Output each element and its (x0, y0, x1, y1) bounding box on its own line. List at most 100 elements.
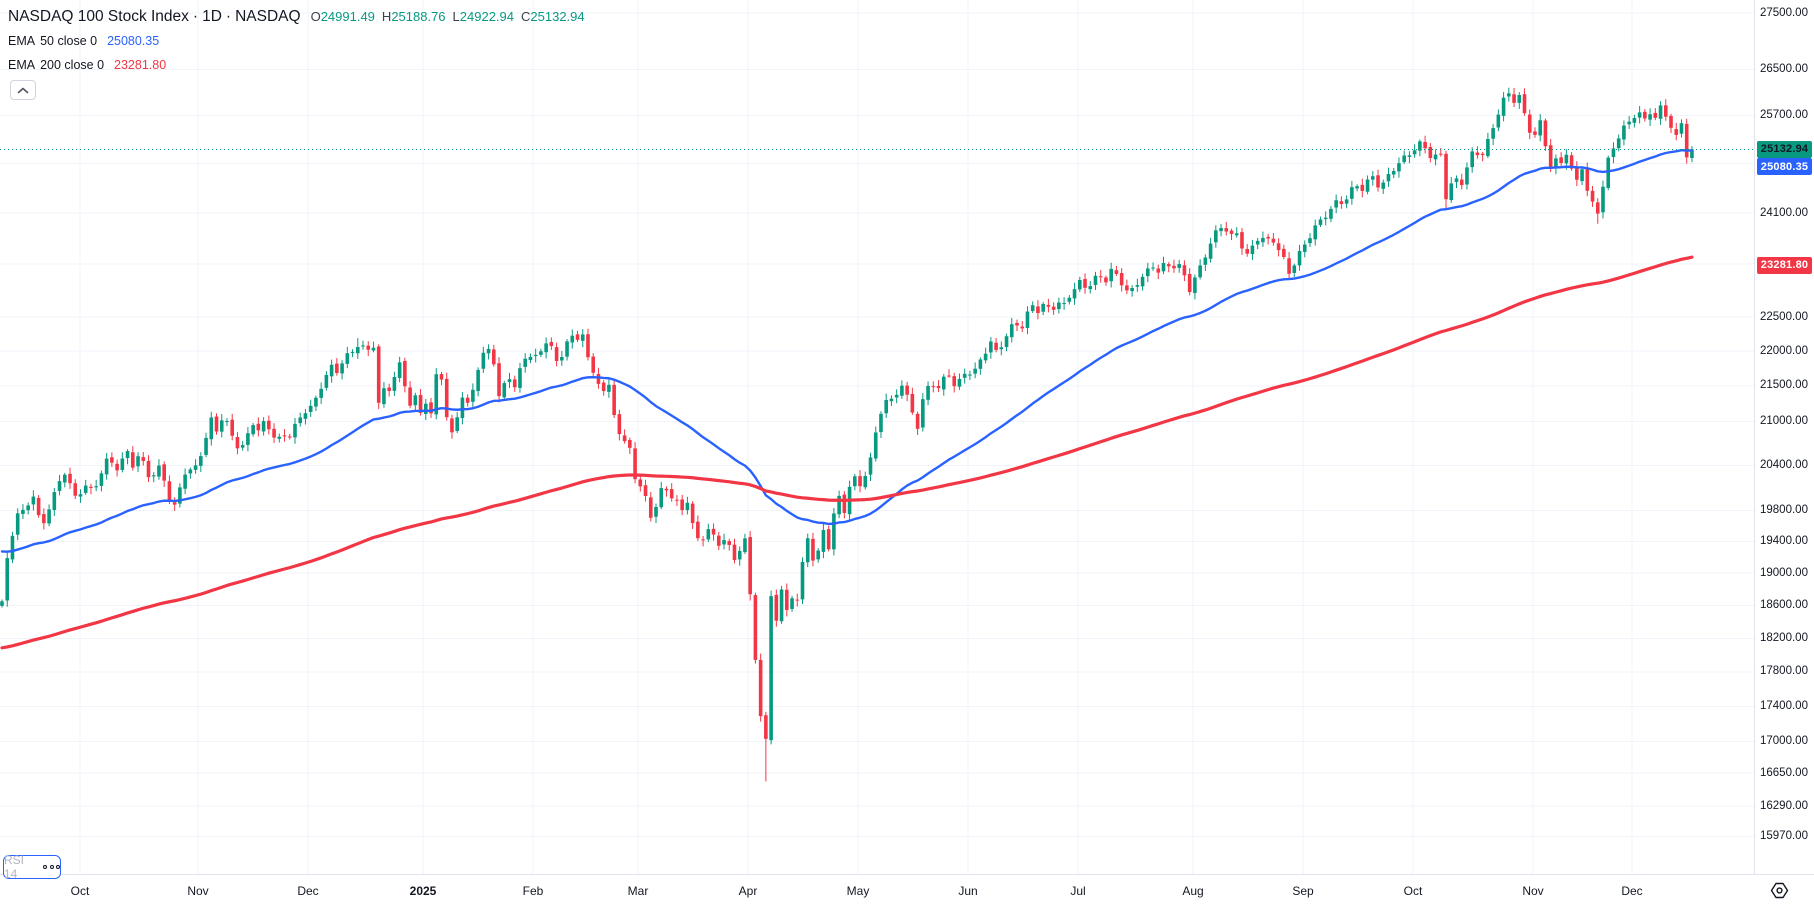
time-axis[interactable]: Oct Nov Dec 2025 Feb Mar Apr May Jun Jul Aug Sep Oct… (0, 874, 1814, 909)
candle-body (1051, 306, 1056, 310)
candle-body (1632, 117, 1637, 123)
collapse-legend-button[interactable] (10, 80, 36, 100)
candle-body (1507, 93, 1511, 97)
candle-body (863, 476, 868, 488)
candle-body (340, 363, 344, 374)
rsi-indicator-pane-collapsed[interactable]: RSI 14 (3, 853, 61, 881)
candle-body (1470, 151, 1474, 168)
candle-body (675, 499, 679, 501)
candle-body (1444, 153, 1448, 200)
candle-body (1501, 97, 1506, 116)
candle-body (293, 423, 297, 438)
candle-body (1323, 217, 1328, 220)
candle-body (1214, 230, 1218, 243)
candle-body (1250, 245, 1255, 255)
chevron-up-icon (16, 83, 30, 98)
candle-body (172, 502, 177, 505)
candle-body (1166, 264, 1171, 267)
candle-body (89, 486, 93, 488)
candle-body (1690, 149, 1694, 159)
candle-body (282, 435, 287, 437)
candle-body (214, 416, 219, 432)
session-settings-icon[interactable] (1770, 882, 1789, 904)
candle-body (1125, 285, 1129, 291)
candle-body (1025, 311, 1030, 328)
candle-body (1616, 138, 1621, 149)
candle-body (915, 413, 920, 429)
candle-body (455, 417, 459, 431)
candle-body (1255, 240, 1260, 245)
price-axis[interactable]: 27500.00 26500.00 25700.00 24100.00 22500.00… (1754, 0, 1814, 874)
time-axis-label: Aug (1182, 884, 1204, 898)
candle-body (821, 530, 826, 552)
candle-body (1334, 200, 1338, 208)
candle-body (497, 363, 501, 397)
candle-body (1318, 219, 1323, 225)
candle-body (957, 379, 962, 387)
candle-body (1376, 175, 1380, 188)
price-axis-label: 18600.00 (1760, 598, 1808, 611)
candle-body (507, 379, 512, 383)
candle-body (1266, 236, 1270, 239)
time-axis-label: Oct (70, 884, 90, 898)
candle-body (1365, 179, 1370, 192)
price-axis-label: 22000.00 (1760, 344, 1808, 357)
candle-body (136, 456, 140, 467)
candle-body (1009, 324, 1014, 338)
price-axis-label: 19800.00 (1760, 504, 1808, 517)
indicator-legend-ema50[interactable]: EMA 50 close 0 25080.35 (8, 34, 159, 48)
candle-body (335, 363, 339, 373)
candle-body (235, 437, 240, 449)
candle-body (83, 485, 88, 493)
candle-body (125, 451, 130, 458)
timeframe-label[interactable]: 1D (202, 8, 222, 25)
candle-body (167, 481, 172, 502)
candle-body (68, 473, 72, 484)
candle-body (989, 341, 993, 353)
candle-body (371, 347, 376, 351)
price-axis-label: 21500.00 (1760, 379, 1808, 392)
price-axis-label: 20400.00 (1760, 458, 1808, 471)
candle-body (1439, 153, 1443, 155)
candle-body (209, 417, 214, 440)
candle-body (1601, 186, 1605, 213)
candle-body (1229, 230, 1234, 234)
candle-body (1135, 285, 1140, 287)
candle-body (120, 458, 125, 470)
candle-body (706, 529, 711, 540)
candle-body (178, 487, 182, 504)
candle-body (1297, 251, 1302, 266)
candle-body (539, 351, 543, 355)
candle-body (418, 394, 423, 413)
indicator-legend-ema200[interactable]: EMA 200 close 0 23281.80 (8, 58, 166, 72)
candle-body (5, 558, 10, 601)
candle-body (1036, 306, 1040, 314)
more-options-icon[interactable] (43, 865, 60, 869)
candle-body (471, 389, 475, 402)
candle-body (110, 457, 114, 463)
candle-body (1564, 154, 1569, 164)
candle-body (230, 419, 235, 436)
candle-body (973, 368, 977, 374)
price-axis-label: 15970.00 (1760, 829, 1808, 842)
candle-body (1459, 179, 1464, 186)
candle-body (1344, 199, 1349, 204)
candle-body (1590, 190, 1595, 202)
symbol-title[interactable]: NASDAQ 100 Stock Index (8, 8, 189, 25)
rsi-label: RSI 14 (4, 853, 25, 881)
candle-body (654, 506, 658, 517)
candle-body (1658, 105, 1663, 119)
ema50-line (0, 149, 1694, 553)
candle-body (669, 489, 674, 499)
candle-body (607, 384, 611, 392)
candle-body (287, 436, 292, 438)
candle-body (826, 529, 831, 550)
candle-body (696, 521, 700, 539)
time-axis-label: Nov (1522, 884, 1544, 898)
candle-body (795, 599, 800, 601)
candle-body (701, 539, 705, 541)
candle-body (10, 535, 15, 560)
candle-body (638, 479, 643, 487)
ema200-params: 200 close 0 (40, 58, 105, 72)
